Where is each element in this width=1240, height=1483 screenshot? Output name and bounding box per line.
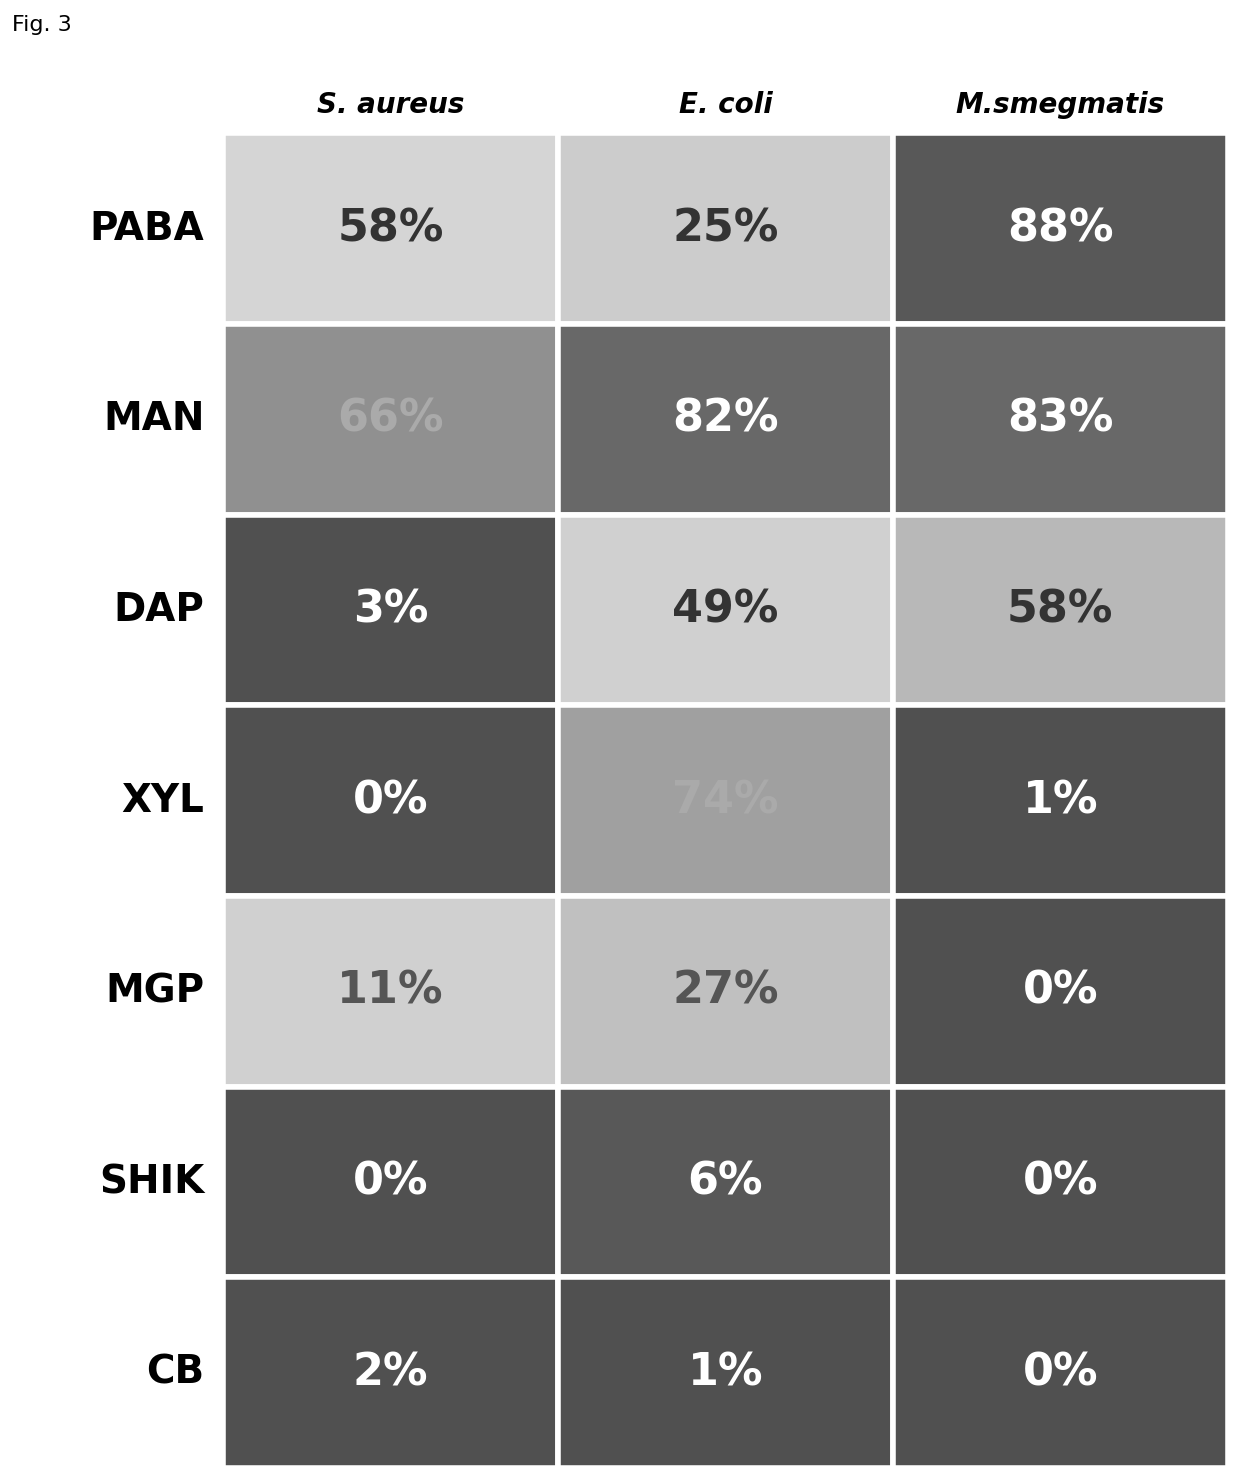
Text: 83%: 83% — [1007, 397, 1114, 440]
Text: 0%: 0% — [1023, 970, 1097, 1013]
Text: PABA: PABA — [89, 209, 205, 248]
Text: CB: CB — [146, 1354, 205, 1393]
Text: MAN: MAN — [103, 400, 205, 439]
Text: DAP: DAP — [114, 592, 205, 629]
Text: 66%: 66% — [337, 397, 444, 440]
Text: 25%: 25% — [672, 208, 779, 251]
Text: E. coli: E. coli — [678, 90, 773, 119]
Text: 27%: 27% — [672, 970, 779, 1013]
Text: 0%: 0% — [1023, 1161, 1097, 1204]
Text: S. aureus: S. aureus — [317, 90, 464, 119]
Text: 11%: 11% — [337, 970, 444, 1013]
Text: M.smegmatis: M.smegmatis — [956, 90, 1164, 119]
Text: 88%: 88% — [1007, 208, 1114, 251]
Text: 74%: 74% — [672, 780, 779, 822]
Text: 0%: 0% — [353, 1161, 428, 1204]
Text: SHIK: SHIK — [99, 1163, 205, 1201]
Text: 82%: 82% — [672, 397, 779, 440]
Text: 0%: 0% — [353, 780, 428, 822]
Text: 2%: 2% — [353, 1351, 428, 1394]
Text: 3%: 3% — [353, 589, 428, 632]
Text: 58%: 58% — [337, 208, 444, 251]
Text: 1%: 1% — [1023, 780, 1097, 822]
Text: 6%: 6% — [688, 1161, 763, 1204]
Text: 0%: 0% — [1023, 1351, 1097, 1394]
Text: 58%: 58% — [1007, 589, 1114, 632]
Text: MGP: MGP — [105, 973, 205, 1010]
Text: 1%: 1% — [688, 1351, 763, 1394]
Text: 49%: 49% — [672, 589, 779, 632]
Text: XYL: XYL — [122, 782, 205, 820]
Text: Fig. 3: Fig. 3 — [12, 15, 72, 34]
